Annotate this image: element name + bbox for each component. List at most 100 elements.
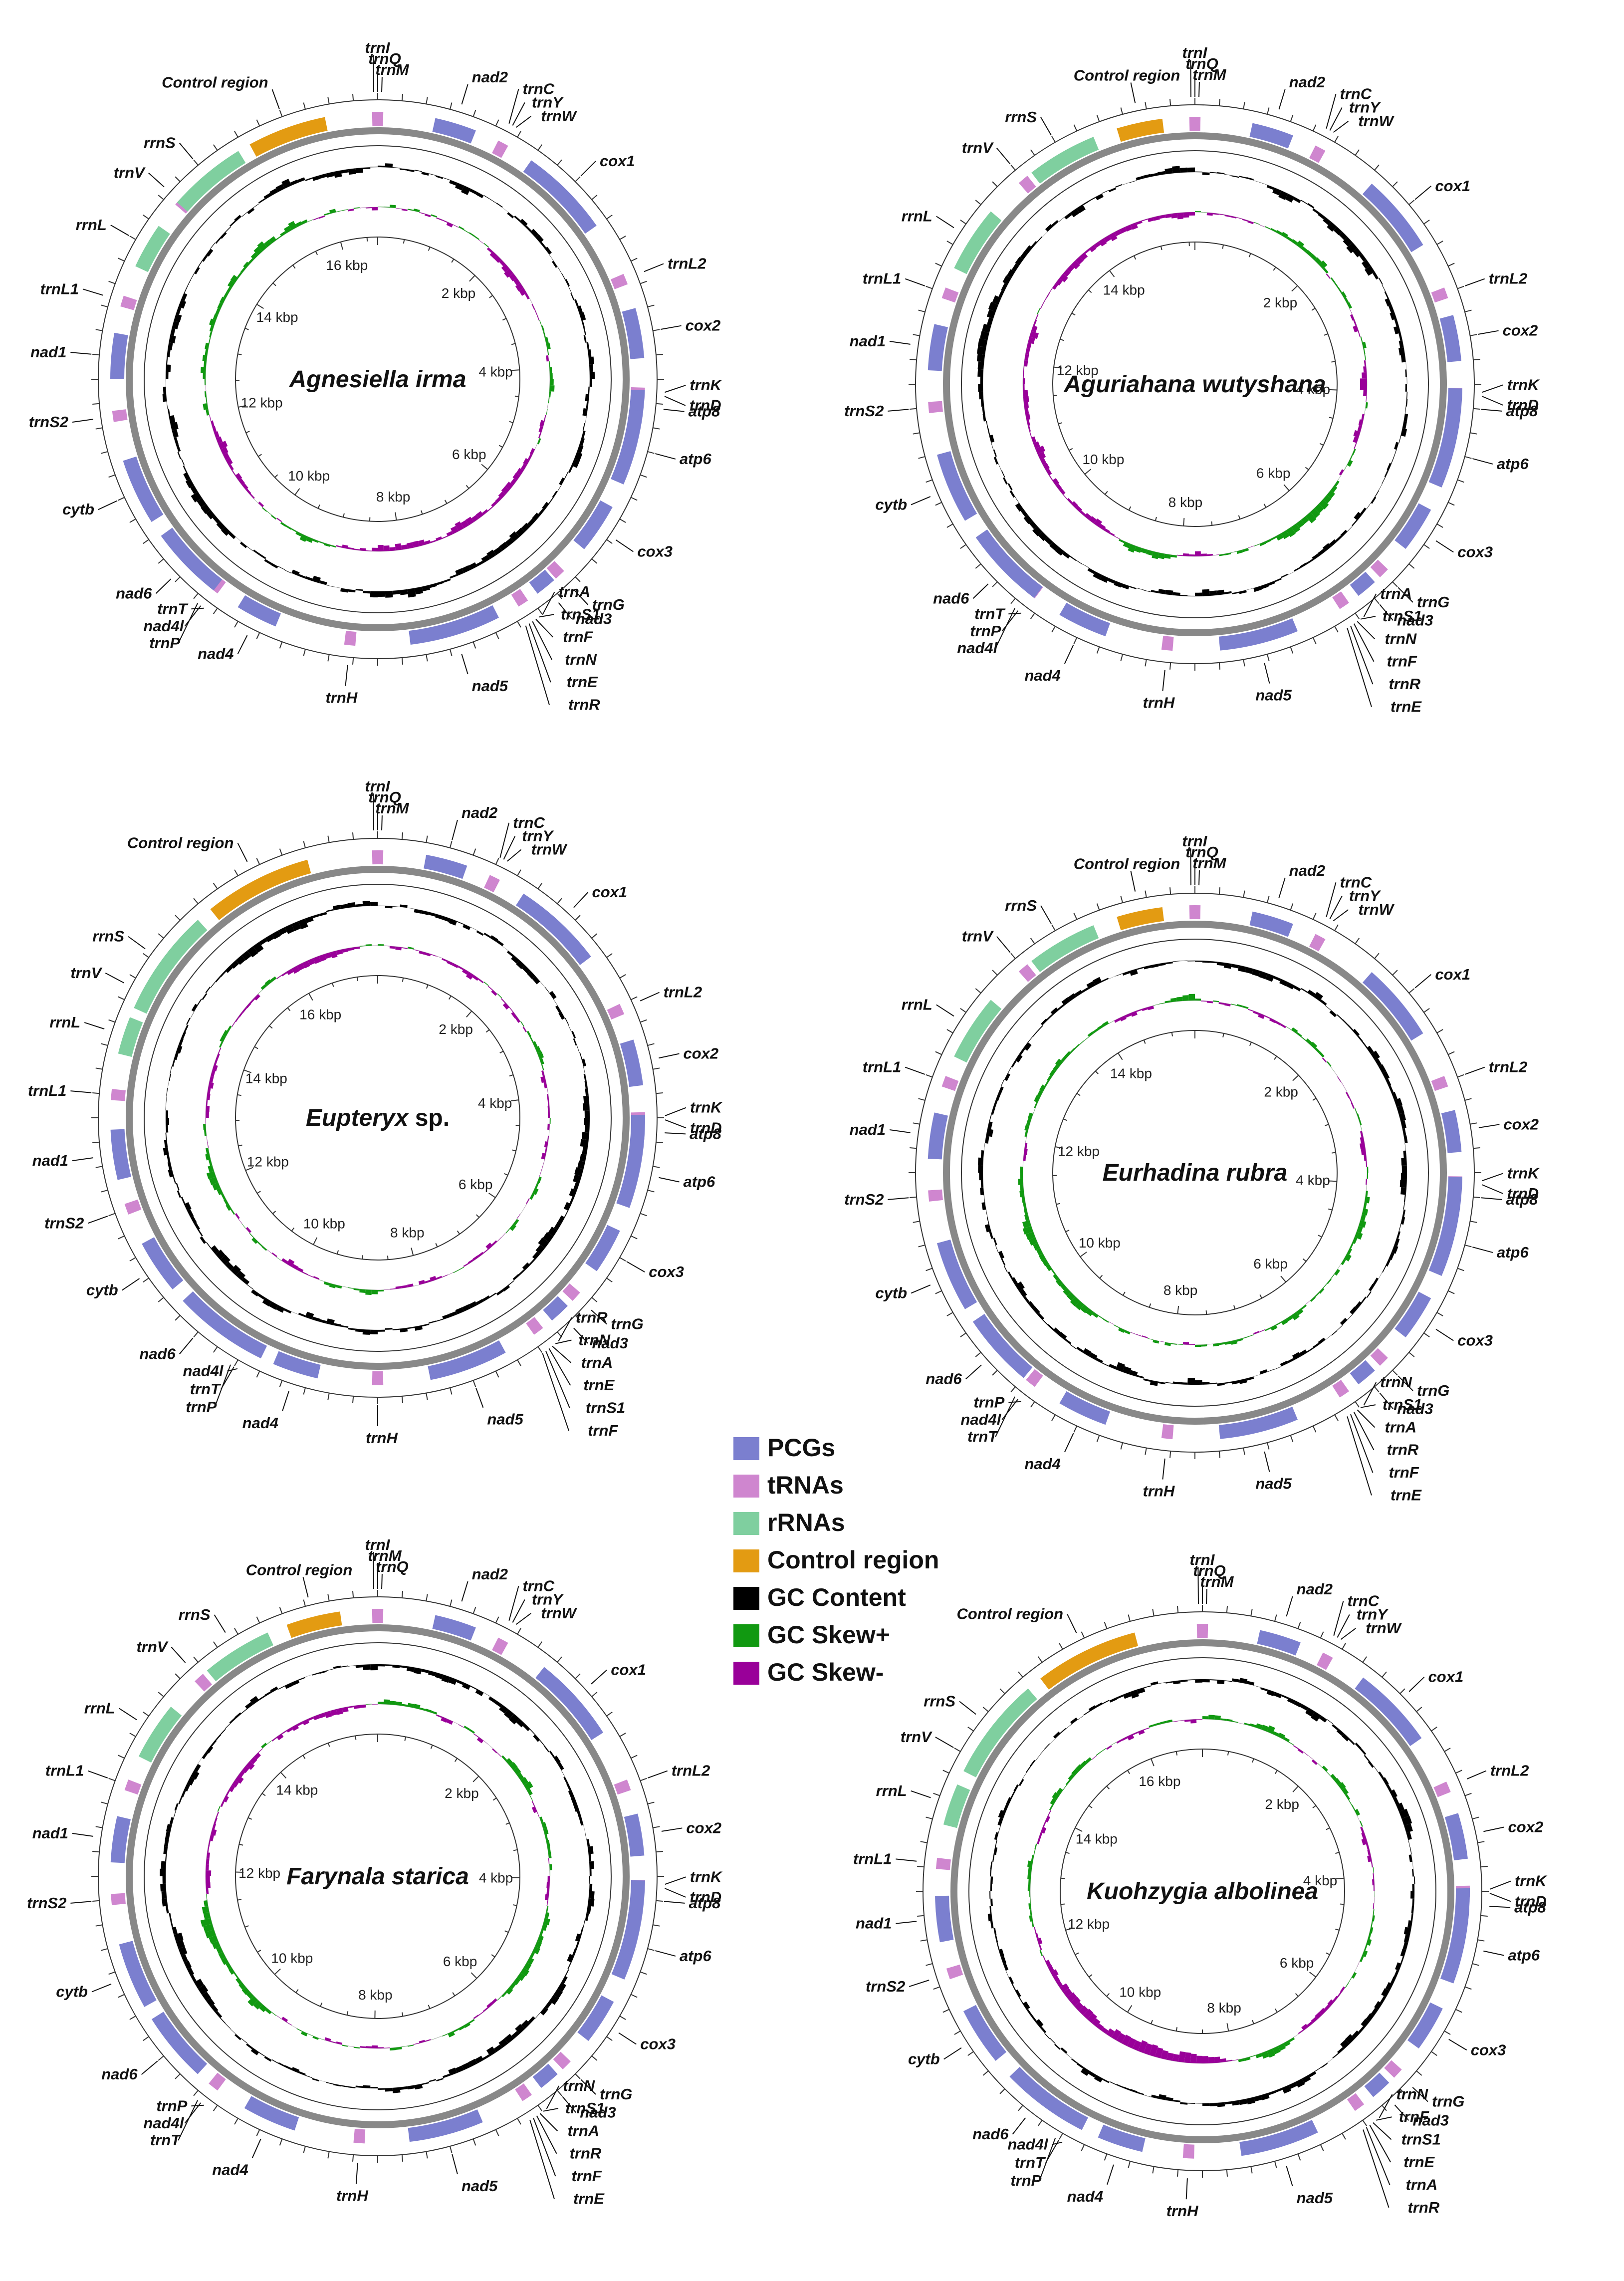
label-leader	[1408, 1676, 1425, 1692]
gc-skew-mark	[486, 2002, 493, 2009]
gc-content-mark	[210, 243, 216, 249]
gene-label: nad5	[1255, 687, 1292, 704]
gc-skew-mark	[1043, 1955, 1046, 1962]
scale-tick	[591, 1692, 598, 1697]
label-leader	[178, 603, 198, 644]
gc-content-mark	[1260, 1687, 1268, 1692]
gc-content-mark	[980, 399, 984, 407]
gc-content-mark	[245, 1702, 253, 1710]
gene-label: nad4l	[957, 639, 998, 657]
gc-skew-mark	[1079, 1040, 1085, 1045]
gc-content-mark	[1395, 1962, 1402, 1971]
gc-skew-mark	[523, 1781, 533, 1790]
gc-skew-mark	[501, 1233, 506, 1238]
gc-skew-mark	[1230, 1339, 1238, 1345]
scale-tick	[108, 474, 116, 478]
gc-skew-mark	[1352, 449, 1356, 455]
gc-content-mark	[1285, 194, 1295, 203]
gc-skew-mark	[324, 952, 332, 959]
gc-content-mark	[570, 293, 575, 300]
scale-tick	[537, 1641, 543, 1648]
gc-skew-mark	[1259, 541, 1266, 546]
gc-skew-mark	[537, 1176, 542, 1184]
gc-skew-mark	[1301, 2024, 1309, 2031]
gc-content-mark	[1368, 1761, 1374, 1768]
gc-content-mark	[1396, 1802, 1405, 1812]
kbp-label: 10 kbp	[1079, 1235, 1121, 1251]
label-leader	[508, 1586, 519, 1621]
gene-label: nad3	[592, 1334, 628, 1352]
gc-skew-mark	[520, 1967, 530, 1977]
gc-content-mark	[247, 946, 258, 958]
species-name: Eupteryx	[306, 1105, 410, 1131]
gc-skew-mark	[1259, 1329, 1265, 1332]
gc-content-mark	[1392, 1092, 1398, 1100]
label-leader	[1482, 384, 1504, 393]
gc-content-mark	[1279, 979, 1288, 987]
gene-label: trnV	[70, 964, 102, 982]
gene-arc	[124, 1779, 142, 1795]
gc-content-mark	[414, 1325, 423, 1331]
gc-content-mark	[170, 1920, 174, 1928]
scale-tick	[1312, 913, 1317, 920]
gc-skew-mark	[1178, 2051, 1186, 2063]
gc-content-mark	[170, 328, 176, 336]
gc-content-mark	[553, 1989, 563, 1999]
scale-tick	[557, 1656, 562, 1663]
kbp-tick	[1075, 1952, 1079, 1955]
gc-skew-mark	[436, 1275, 443, 1280]
gc-skew-mark	[465, 516, 474, 525]
gc-skew-mark	[1338, 475, 1341, 481]
gc-content-mark	[194, 1222, 201, 1231]
label-leader	[475, 1387, 484, 1408]
gene-label: trnL2	[1489, 1058, 1528, 1076]
label-leader	[1333, 121, 1349, 133]
gc-content-mark	[178, 1946, 188, 1956]
gc-content-mark	[449, 918, 458, 926]
gc-skew-mark	[549, 379, 554, 386]
gc-skew-mark	[406, 542, 414, 549]
gc-skew-mark	[1350, 454, 1354, 461]
gc-skew-mark	[329, 209, 336, 214]
gc-skew-mark	[546, 342, 551, 350]
kbp-tick	[1326, 1827, 1330, 1830]
gene-arc	[529, 569, 554, 594]
scale-tick	[653, 1924, 660, 1927]
gene-arc	[237, 595, 281, 627]
label-leader	[546, 2085, 560, 2109]
gc-content-mark	[298, 918, 308, 930]
scale-tick	[918, 456, 926, 459]
scale-tick	[992, 581, 998, 587]
gene-label: nad1	[850, 1121, 886, 1138]
gene-label: trnH	[1143, 694, 1175, 712]
label-leader	[1064, 644, 1074, 664]
gc-content-mark	[1165, 589, 1173, 595]
gc-skew-mark	[1230, 1004, 1237, 1006]
gc-skew-mark	[1056, 1787, 1063, 1795]
gc-content-mark	[532, 1251, 540, 1260]
gene-arc	[161, 527, 223, 591]
gene-arc	[123, 456, 164, 522]
gc-content-mark	[489, 1292, 496, 1298]
scale-tick	[234, 621, 238, 628]
gc-skew-mark	[1159, 1003, 1165, 1005]
gc-content-mark	[177, 1190, 181, 1198]
gc-content-mark	[1081, 987, 1089, 993]
gc-content-mark	[1102, 190, 1109, 194]
gc-skew-mark	[1291, 1312, 1300, 1320]
gc-skew-mark	[1272, 2046, 1281, 2054]
gene-label: nad6	[101, 2065, 138, 2083]
gc-content-mark	[986, 309, 996, 319]
gene-arc	[110, 1129, 131, 1180]
label-leader	[528, 623, 551, 683]
gc-skew-mark	[209, 331, 213, 338]
gc-content-mark	[1029, 520, 1038, 529]
gc-content-mark	[987, 1913, 993, 1922]
gc-skew-mark	[1314, 257, 1322, 265]
gc-content-mark	[225, 965, 233, 973]
gc-skew-mark	[217, 1188, 223, 1195]
gc-skew-mark	[413, 949, 420, 952]
gc-content-mark	[392, 1665, 400, 1668]
legend-label: GC Content	[767, 1583, 906, 1611]
scale-tick	[1448, 1051, 1455, 1055]
